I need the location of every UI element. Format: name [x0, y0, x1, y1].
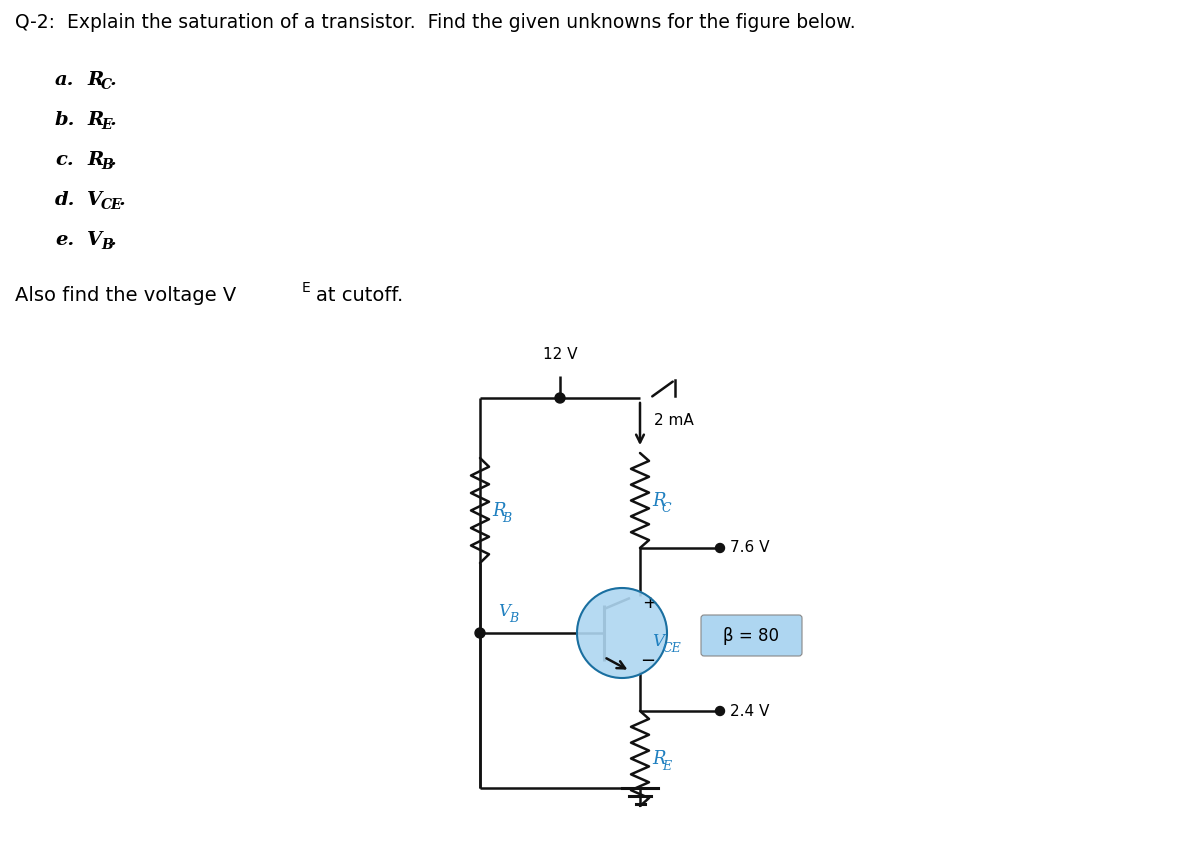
FancyBboxPatch shape	[701, 615, 802, 656]
Text: B: B	[101, 158, 113, 172]
Text: c.: c.	[55, 151, 73, 169]
Text: b.: b.	[55, 111, 76, 129]
Circle shape	[577, 588, 667, 678]
Text: 2.4 V: 2.4 V	[730, 704, 769, 718]
Text: V: V	[498, 603, 510, 620]
Text: .: .	[110, 111, 116, 129]
Text: 12 V: 12 V	[542, 347, 577, 362]
Text: R: R	[652, 491, 666, 509]
Text: at cutoff.: at cutoff.	[316, 286, 403, 305]
Text: V: V	[652, 633, 664, 650]
Text: Also find the voltage V: Also find the voltage V	[14, 286, 236, 305]
Text: V: V	[88, 231, 102, 249]
Circle shape	[715, 706, 725, 716]
Text: e.: e.	[55, 231, 74, 249]
Text: .: .	[110, 71, 116, 89]
Text: B: B	[509, 613, 518, 626]
Circle shape	[475, 628, 485, 638]
Text: .: .	[119, 191, 126, 209]
Text: R: R	[492, 502, 505, 520]
Text: −: −	[640, 652, 655, 670]
Text: .: .	[110, 231, 116, 249]
Text: .: .	[110, 151, 116, 169]
Text: Q-2:  Explain the saturation of a transistor.  Find the given unknowns for the f: Q-2: Explain the saturation of a transis…	[14, 13, 856, 32]
Text: d.: d.	[55, 191, 76, 209]
Text: R: R	[88, 111, 103, 129]
Text: CE: CE	[101, 198, 122, 212]
Text: E: E	[302, 281, 311, 295]
Circle shape	[715, 544, 725, 552]
Text: C: C	[101, 78, 112, 92]
Text: +: +	[642, 594, 658, 612]
Text: R: R	[652, 750, 666, 768]
Text: CE: CE	[662, 643, 682, 656]
Text: β = 80: β = 80	[722, 627, 779, 645]
Text: E: E	[662, 760, 671, 773]
Text: R: R	[88, 151, 103, 169]
Text: B: B	[101, 238, 113, 252]
Text: 2 mA: 2 mA	[654, 413, 694, 428]
Text: C: C	[662, 502, 672, 515]
Circle shape	[554, 393, 565, 403]
Text: V: V	[88, 191, 102, 209]
Text: R: R	[88, 71, 103, 89]
Text: a.: a.	[55, 71, 74, 89]
Text: 7.6 V: 7.6 V	[730, 540, 769, 556]
Text: E: E	[101, 118, 112, 132]
Text: B: B	[502, 512, 511, 525]
